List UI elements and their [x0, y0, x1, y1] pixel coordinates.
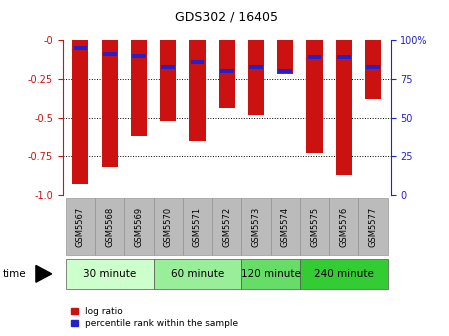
Bar — [74, 46, 87, 50]
Bar — [277, 40, 293, 74]
Text: GSM5567: GSM5567 — [76, 207, 85, 247]
FancyBboxPatch shape — [242, 198, 271, 255]
Bar — [365, 40, 381, 99]
Bar — [161, 65, 175, 69]
FancyBboxPatch shape — [154, 259, 242, 289]
FancyBboxPatch shape — [124, 198, 154, 255]
Bar — [249, 65, 263, 69]
FancyBboxPatch shape — [242, 259, 300, 289]
Text: GSM5576: GSM5576 — [339, 207, 348, 247]
Bar — [219, 40, 235, 108]
Bar — [307, 40, 322, 153]
Legend: log ratio, percentile rank within the sample: log ratio, percentile rank within the sa… — [67, 303, 242, 332]
Text: 120 minute: 120 minute — [241, 269, 300, 279]
FancyBboxPatch shape — [329, 198, 358, 255]
FancyBboxPatch shape — [212, 198, 242, 255]
Bar — [366, 65, 380, 69]
FancyBboxPatch shape — [154, 198, 183, 255]
FancyBboxPatch shape — [183, 198, 212, 255]
Bar — [248, 40, 264, 115]
Text: 30 minute: 30 minute — [83, 269, 136, 279]
Text: 60 minute: 60 minute — [171, 269, 224, 279]
Bar — [220, 69, 233, 73]
Text: GSM5575: GSM5575 — [310, 207, 319, 247]
Bar — [72, 40, 88, 184]
Text: GDS302 / 16405: GDS302 / 16405 — [175, 10, 278, 24]
Text: GSM5568: GSM5568 — [105, 207, 114, 247]
Text: GSM5569: GSM5569 — [134, 207, 143, 247]
Bar — [191, 60, 204, 64]
Bar — [189, 40, 206, 141]
Bar — [308, 55, 321, 59]
Bar — [278, 69, 292, 73]
Bar — [336, 40, 352, 175]
Bar — [132, 54, 146, 58]
Bar — [103, 52, 117, 56]
Polygon shape — [36, 265, 52, 282]
FancyBboxPatch shape — [66, 198, 95, 255]
FancyBboxPatch shape — [95, 198, 124, 255]
Text: GSM5571: GSM5571 — [193, 207, 202, 247]
Text: GSM5577: GSM5577 — [369, 207, 378, 247]
Text: time: time — [2, 269, 26, 279]
Bar — [160, 40, 176, 121]
Text: GSM5570: GSM5570 — [164, 207, 173, 247]
FancyBboxPatch shape — [66, 259, 154, 289]
FancyBboxPatch shape — [300, 259, 387, 289]
Text: GSM5574: GSM5574 — [281, 207, 290, 247]
Bar — [337, 55, 351, 59]
Bar — [131, 40, 147, 136]
Text: GSM5572: GSM5572 — [222, 207, 231, 247]
FancyBboxPatch shape — [271, 198, 300, 255]
FancyBboxPatch shape — [300, 198, 329, 255]
Text: 240 minute: 240 minute — [314, 269, 374, 279]
FancyBboxPatch shape — [358, 198, 387, 255]
Bar — [101, 40, 118, 167]
Text: GSM5573: GSM5573 — [251, 207, 260, 247]
